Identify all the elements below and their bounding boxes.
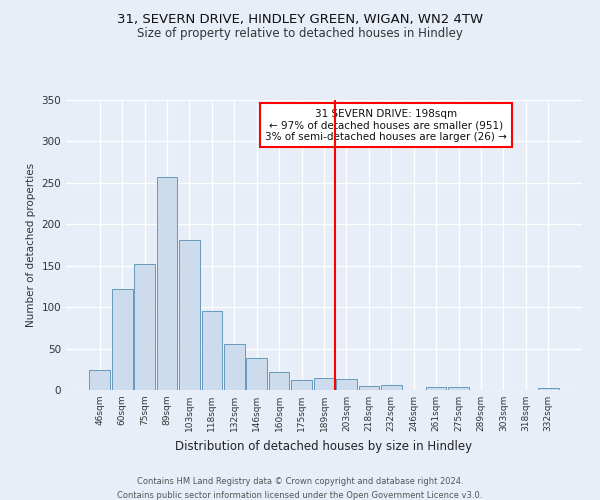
- Bar: [359, 386, 379, 390]
- Text: Contains HM Land Registry data © Crown copyright and database right 2024.: Contains HM Land Registry data © Crown c…: [137, 478, 463, 486]
- Bar: [112, 289, 133, 390]
- Bar: [179, 240, 200, 390]
- Bar: [291, 380, 312, 390]
- Bar: [134, 264, 155, 390]
- X-axis label: Distribution of detached houses by size in Hindley: Distribution of detached houses by size …: [175, 440, 473, 452]
- Bar: [202, 312, 222, 390]
- Bar: [224, 344, 245, 390]
- Bar: [247, 358, 267, 390]
- Text: 31 SEVERN DRIVE: 198sqm
← 97% of detached houses are smaller (951)
3% of semi-de: 31 SEVERN DRIVE: 198sqm ← 97% of detache…: [265, 108, 507, 142]
- Bar: [381, 385, 401, 390]
- Bar: [426, 386, 446, 390]
- Bar: [336, 379, 357, 390]
- Bar: [157, 177, 178, 390]
- Bar: [89, 370, 110, 390]
- Bar: [314, 378, 334, 390]
- Text: Size of property relative to detached houses in Hindley: Size of property relative to detached ho…: [137, 28, 463, 40]
- Bar: [448, 386, 469, 390]
- Bar: [269, 372, 289, 390]
- Text: 31, SEVERN DRIVE, HINDLEY GREEN, WIGAN, WN2 4TW: 31, SEVERN DRIVE, HINDLEY GREEN, WIGAN, …: [117, 12, 483, 26]
- Y-axis label: Number of detached properties: Number of detached properties: [26, 163, 36, 327]
- Text: Contains public sector information licensed under the Open Government Licence v3: Contains public sector information licen…: [118, 491, 482, 500]
- Bar: [538, 388, 559, 390]
